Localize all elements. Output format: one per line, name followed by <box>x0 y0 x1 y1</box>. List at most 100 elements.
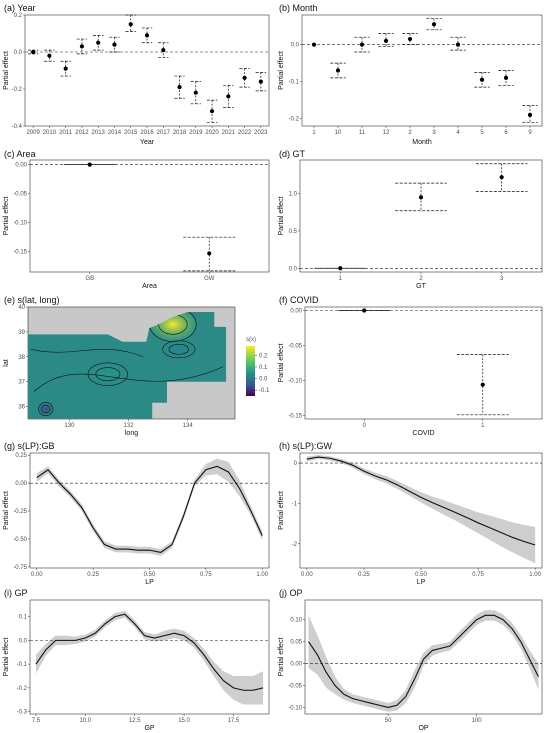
x-tick-label: 2010 <box>43 130 57 136</box>
data-point <box>418 195 424 200</box>
y-tick-label: 0.05 <box>290 640 302 646</box>
colorbar-tick-label: 0.2 <box>259 353 268 359</box>
x-tick-label: 1.00 <box>529 572 541 578</box>
y-tick-label: 0 <box>294 461 298 467</box>
data-point <box>96 40 101 45</box>
colorbar <box>246 346 255 396</box>
x-tick-label: 2016 <box>140 130 154 136</box>
panel-lat-long: (e) s(lat, long) 130 132 134 36 37 38 39 40 lat lo… <box>3 295 270 437</box>
x-tick-label: 5 <box>480 130 484 136</box>
data-point <box>480 382 485 387</box>
y-tick-label: -0.15 <box>288 414 302 420</box>
data-point <box>161 48 166 53</box>
confidence-band <box>308 610 539 712</box>
panel-title: (i) GP <box>4 588 28 598</box>
x-axis-label: GP <box>144 725 154 732</box>
y-tick-label: -0.2 <box>289 117 300 123</box>
x-tick-label: 2021 <box>222 130 236 136</box>
data-point <box>79 44 85 49</box>
x-axis-label: long <box>125 430 138 437</box>
data-point <box>503 75 509 80</box>
x-tick-label: 0.50 <box>144 572 156 578</box>
panel-op: (j) OP -0.10 -0.05 0.00 0.05 0.10 50 100 Partial… <box>278 588 543 732</box>
y-tick-label: -0.3 <box>17 710 28 716</box>
y-tick-label: -0.05 <box>13 192 27 198</box>
colorbar-tick-label: -0.1 <box>259 388 270 394</box>
y-axis-label: Partial effect <box>278 51 285 90</box>
data-point <box>209 109 215 114</box>
y-tick-label: 0.0 <box>289 266 298 272</box>
y-tick-label: 37 <box>18 380 25 386</box>
data-point <box>128 22 133 27</box>
x-tick-label: 2015 <box>124 130 138 136</box>
y-axis-label: Partial effect <box>278 491 285 530</box>
y-axis-label: Partial effect <box>3 197 10 236</box>
y-tick-label: -0.10 <box>288 379 302 385</box>
x-tick-label: 1 <box>312 130 316 136</box>
x-tick-label: 0.75 <box>472 572 484 578</box>
x-axis-label: Year <box>140 139 155 146</box>
data-point <box>407 36 413 42</box>
plot-frame <box>29 159 270 273</box>
plot-frame <box>301 14 543 127</box>
panel-covid: (f) COVID -0.15 -0.10 -0.05 0.00 0 1 Partial ef… <box>278 295 543 437</box>
heatmap-hotspot <box>37 402 54 417</box>
x-tick-label: 0.00 <box>301 572 313 578</box>
x-axis-label: COVID <box>412 430 434 437</box>
y-axis-label: Partial effect <box>3 638 10 677</box>
y-tick-label: -0.50 <box>13 537 27 543</box>
y-tick-label: 0.0 <box>291 43 300 49</box>
x-tick-label: 2009 <box>26 130 40 136</box>
x-tick-label: 15.0 <box>178 718 190 724</box>
x-tick-label: 9 <box>528 130 532 136</box>
x-tick-label: 2 <box>419 276 423 282</box>
panel-title: (g) s(LP):GB <box>4 441 55 451</box>
x-tick-label: 1 <box>481 423 485 429</box>
data-point <box>527 112 533 117</box>
x-tick-label: 2019 <box>189 130 203 136</box>
panel-lp-gw: (h) s(LP):GW -2 -1 0 0.00 0.25 0.50 0.75 1.00 Par… <box>278 441 543 586</box>
data-point <box>335 68 341 73</box>
legend-title: s(x) <box>246 337 256 343</box>
panel-title: (a) Year <box>4 3 36 13</box>
panel-title: (d) GT <box>279 149 306 159</box>
x-tick-label: 134 <box>183 423 194 429</box>
x-tick-label: 2018 <box>173 130 187 136</box>
x-tick-label: 11 <box>359 130 366 136</box>
x-tick-label: 0.25 <box>87 572 99 578</box>
data-point <box>177 85 182 90</box>
y-tick-label: 0.5 <box>289 229 298 235</box>
colorbar-tick-label: 0.0 <box>259 377 268 383</box>
panel-title: (h) s(LP):GW <box>279 441 333 451</box>
x-tick-label: 0.25 <box>358 572 370 578</box>
y-tick-label: 39 <box>18 330 25 336</box>
y-tick-label: -0.10 <box>288 705 302 711</box>
y-tick-label: 0.1 <box>19 615 28 621</box>
x-tick-label: 2012 <box>75 130 89 136</box>
x-axis-label: OP <box>418 725 428 732</box>
x-tick-label: 2020 <box>205 130 219 136</box>
y-tick-label: -0.10 <box>13 221 27 227</box>
x-tick-label: 2023 <box>254 130 268 136</box>
smooth-curve <box>306 456 536 546</box>
x-tick-label: 100 <box>472 718 483 724</box>
x-tick-label: 10.0 <box>79 718 91 724</box>
panel-title: (b) Month <box>279 3 318 13</box>
x-axis-label: LP <box>417 579 426 586</box>
panel-title: (e) s(lat, long) <box>4 295 60 305</box>
x-tick-label: 132 <box>124 423 135 429</box>
x-tick-label: 10 <box>335 130 342 136</box>
y-axis-label: lat <box>3 359 10 366</box>
plot-frame <box>299 452 543 569</box>
x-axis-label: Area <box>142 283 157 290</box>
x-tick-label: 0.75 <box>200 572 212 578</box>
panel-lp-gb: (g) s(LP):GB -0.75 -0.50 -0.25 0.00 0.25 0.00 0… <box>3 441 270 586</box>
data-point <box>207 251 212 256</box>
heatmap-hotspot <box>160 340 197 359</box>
data-point <box>362 308 367 313</box>
x-axis-label: LP <box>145 579 154 586</box>
x-tick-label: 7.5 <box>32 718 41 724</box>
x-tick-label: 4 <box>456 130 460 136</box>
y-tick-label: 0.00 <box>290 309 302 315</box>
